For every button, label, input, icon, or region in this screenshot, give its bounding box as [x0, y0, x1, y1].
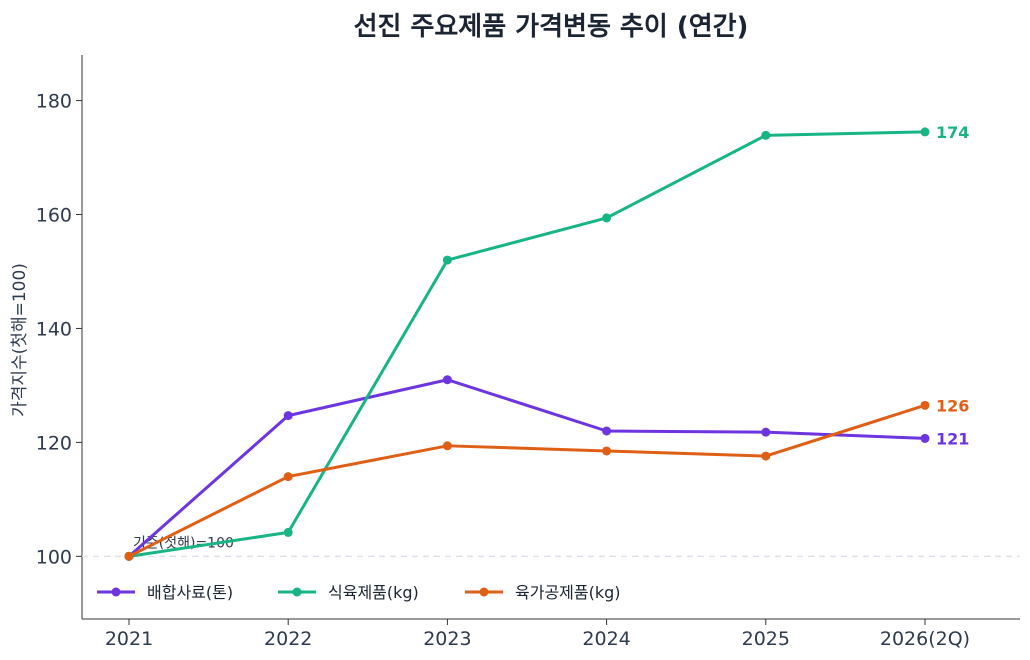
data-point [283, 527, 293, 537]
legend-item-2: 식육제품(kg) [278, 583, 419, 602]
data-point [442, 441, 452, 451]
x-tick-label: 2026(2Q) [880, 628, 970, 650]
x-tick-label: 2021 [105, 628, 153, 650]
data-point [761, 130, 771, 140]
legend-label: 식육제품(kg) [328, 583, 419, 602]
x-tick-label: 2024 [582, 628, 630, 650]
legend-swatch-marker [292, 587, 302, 597]
data-point [920, 127, 930, 137]
data-point [602, 426, 612, 436]
x-ticks: 2021 2022 2023 2024 2025 2026(2Q) [105, 619, 970, 650]
series-3: 126 [124, 396, 969, 561]
series-line [127, 403, 927, 558]
legend-item-1: 배합사료(톤) [97, 583, 233, 602]
y-tick-label: 100 [36, 546, 72, 568]
y-tick-label: 180 [36, 91, 72, 113]
x-tick-label: 2022 [264, 628, 312, 650]
series-layer: 121 174 126 [124, 123, 969, 561]
data-point [442, 375, 452, 385]
end-value-label: 121 [936, 429, 969, 448]
data-point [283, 472, 293, 482]
series-line [127, 378, 927, 558]
legend-label: 육가공제품(kg) [515, 583, 621, 602]
y-axis-label: 가격지수(첫해=100) [10, 263, 30, 417]
end-value-label: 126 [936, 396, 969, 415]
end-value-label: 174 [936, 123, 969, 142]
data-point [920, 400, 930, 410]
x-tick-label: 2025 [742, 628, 790, 650]
series-line [127, 130, 927, 558]
data-point [761, 427, 771, 437]
legend-label: 배합사료(톤) [147, 583, 233, 602]
data-point [602, 446, 612, 456]
baseline-layer: 기준(첫해)=100 [82, 535, 1020, 558]
y-tick-label: 160 [36, 205, 72, 227]
data-point [920, 433, 930, 443]
baseline-annotation: 기준(첫해)=100 [133, 535, 234, 551]
y-tick-label: 140 [36, 318, 72, 340]
legend-swatch-marker [479, 587, 489, 597]
legend: 배합사료(톤) 식육제품(kg) 육가공제품(kg) [97, 583, 621, 602]
legend-swatch-marker [111, 587, 121, 597]
chart-title: 선진 주요제품 가격변동 추이 (연간) [354, 12, 749, 42]
data-point [761, 451, 771, 461]
data-point [283, 411, 293, 421]
legend-item-3: 육가공제품(kg) [465, 583, 621, 602]
y-ticks: 100 120 140 160 180 [36, 91, 82, 568]
data-point [124, 551, 134, 561]
data-point [602, 213, 612, 223]
x-tick-label: 2023 [423, 628, 471, 650]
data-point [442, 255, 452, 265]
series-2: 174 [124, 123, 969, 561]
series-1: 121 [124, 375, 969, 561]
y-tick-label: 120 [36, 432, 72, 454]
